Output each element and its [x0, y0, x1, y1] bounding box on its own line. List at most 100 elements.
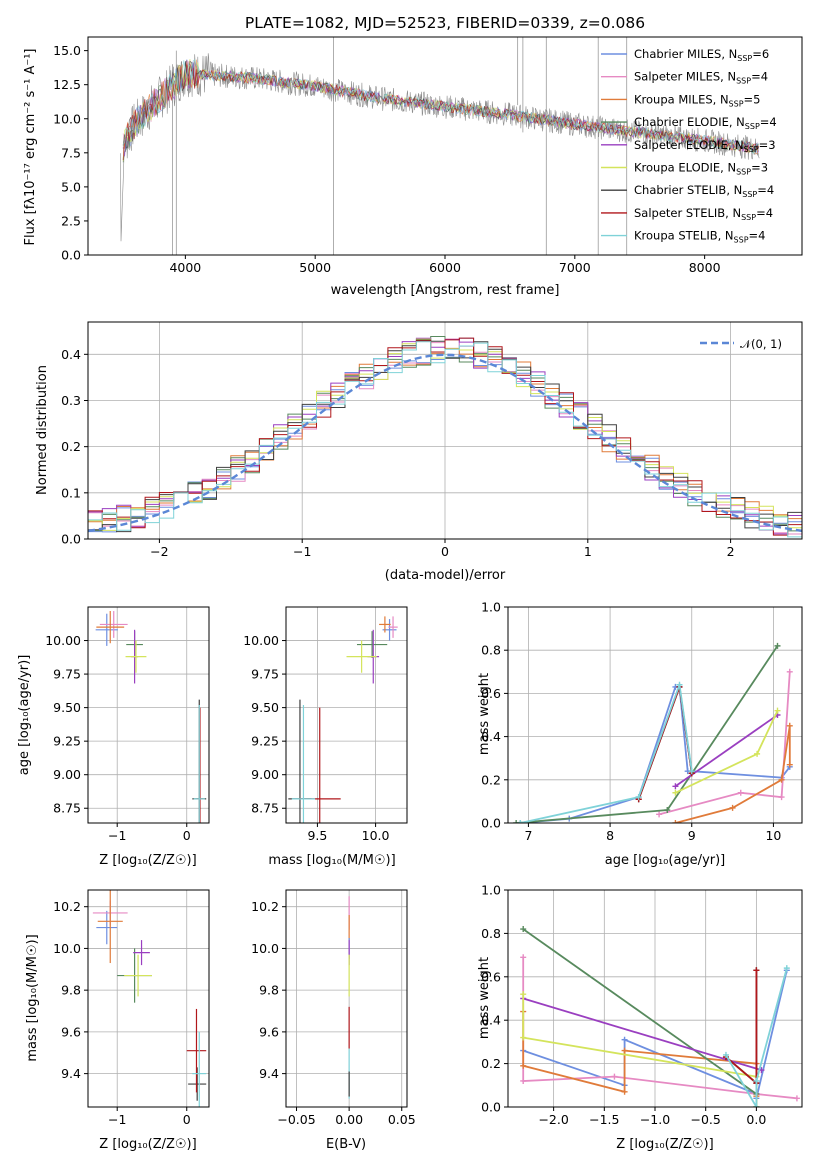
x-tick-label: −1: [108, 828, 126, 843]
residuals-ylabel: Normed distribution: [35, 365, 50, 495]
weight-point-marker: [786, 722, 793, 729]
weight-point-marker: [656, 811, 663, 818]
weight-point-marker: [664, 807, 671, 814]
plot-area: [120, 37, 760, 255]
y-tick-label: 10.00: [45, 633, 81, 648]
legend-entry: Salpeter MILES, NSSP=4: [634, 70, 768, 86]
massZ-ylabel: mass [log₁₀(M/M☉)]: [25, 934, 40, 1061]
ageZ-ylabel: age [log₁₀(age/yr)]: [17, 655, 32, 776]
weight-point-marker: [688, 768, 695, 775]
weight-point-marker: [754, 750, 761, 757]
legend-entry: Salpeter STELIB, NSSP=4: [634, 206, 773, 222]
y-tick-label: 0.0: [61, 532, 81, 547]
axes-frame: −1 0 8.75 9.00 9.25 9.50 9.75 10.00: [45, 606, 210, 843]
wZ-ylabel: mass weight: [477, 957, 492, 1039]
y-tick-label: 9.6: [61, 1024, 81, 1039]
x-tick-label: 0: [441, 544, 449, 559]
ageZ-xlabel: Z [log₁₀(Z/Z☉)]: [99, 853, 196, 868]
spectrum-plot: 4000 5000 6000 7000 8000 0.0 2.5 5.0 7.5 10.0 12.5…: [53, 36, 803, 275]
x-tick-label: 1: [584, 544, 592, 559]
x-tick-label: 7000: [559, 260, 591, 275]
axes-box: [507, 606, 803, 824]
spectrum-ylabel: Flux [fλ10⁻¹⁷ erg cm⁻² s⁻¹ A⁻¹]: [23, 49, 38, 246]
plot-area: [88, 336, 802, 538]
weight-series-line: [522, 1011, 758, 1097]
y-tick-label: 9.8: [259, 983, 279, 998]
weight-point-marker: [753, 967, 760, 974]
weight-series-line: [522, 997, 762, 1071]
weight-point-marker: [786, 668, 793, 675]
y-tick-label: 9.00: [53, 767, 81, 782]
y-tick-label: 0.0: [61, 248, 81, 263]
plot-area: [92, 890, 207, 1107]
y-tick-label: 0.6: [481, 969, 501, 984]
weight-point-marker: [621, 1036, 628, 1043]
weight-series-line: [522, 970, 788, 1099]
weight-point-marker: [722, 1051, 729, 1058]
weight-point-marker: [783, 965, 790, 972]
legend-entry: Chabrier STELIB, NSSP=4: [634, 183, 774, 199]
x-tick-label: −1.0: [640, 1112, 670, 1127]
weight-point-marker: [672, 820, 679, 823]
weight-point-marker: [621, 1088, 628, 1095]
residual-histogram: [88, 337, 802, 536]
age-vs-mass-plot: 9.5 10.0 8.75 9.00 9.25 9.50 9.75 10.00: [243, 606, 408, 843]
weight-point-marker: [786, 761, 793, 768]
y-tick-label: 0.4: [481, 1013, 501, 1028]
weight-point-marker: [621, 1047, 628, 1054]
x-tick-label: −0.5: [691, 1112, 721, 1127]
weight-point-marker: [753, 1104, 760, 1107]
y-tick-label: 10.0: [251, 941, 279, 956]
y-tick-label: 9.25: [53, 734, 81, 749]
weight-point-marker: [520, 1034, 527, 1041]
y-tick-label: 0.8: [481, 926, 501, 941]
spectrum-xlabel: wavelength [Angstrom, rest frame]: [331, 283, 560, 298]
residuals-plot: −2 −1 0 1 2 0.0 0.1 0.2 0.3 0.4 𝒩(0, 1): [61, 321, 803, 559]
weight-point-marker: [729, 804, 736, 811]
y-tick-label: 9.75: [53, 667, 81, 682]
axes-frame: −1 0 9.4 9.6 9.8 10.0 10.2: [53, 889, 210, 1127]
y-tick-label: 10.2: [251, 899, 279, 914]
residuals-panel: −2 −1 0 1 2 0.0 0.1 0.2 0.3 0.4 𝒩(0, 1) (data-mode…: [35, 321, 803, 583]
weight-point-marker: [635, 794, 642, 801]
weight-point-marker: [778, 776, 785, 783]
residuals-xlabel: (data-model)/error: [385, 568, 506, 583]
model-spectrum-line: [122, 59, 759, 154]
weight-point-marker: [793, 1095, 800, 1102]
axes-box: [87, 606, 210, 824]
plot-area: [288, 616, 398, 823]
x-tick-label: 10: [765, 828, 781, 843]
weight-point-marker: [520, 991, 527, 998]
x-tick-label: 6000: [429, 260, 461, 275]
weight-series-line: [725, 970, 758, 1086]
axes-box: [285, 606, 408, 824]
weight-series-line: [637, 686, 693, 800]
spectrum-panel: PLATE=1082, MJD=52523, FIBERID=0339, z=0…: [23, 14, 803, 298]
weight-point-marker: [778, 794, 785, 801]
x-tick-label: 8000: [689, 260, 721, 275]
y-tick-label: 9.50: [53, 700, 81, 715]
mass-vs-metallicity-plot: −1 0 9.4 9.6 9.8 10.0 10.2: [53, 889, 210, 1127]
y-tick-label: 2.5: [61, 213, 81, 228]
wAge-xlabel: age [log₁₀(age/yr)]: [605, 853, 726, 868]
x-tick-label: 5000: [299, 260, 331, 275]
y-tick-label: 9.25: [251, 734, 279, 749]
weight-vs-metallicity-plot: −2.0 −1.5 −1.0 −0.5 0.0 0.0 0.2 0.4 0.6 0.8 1.0: [481, 883, 803, 1127]
y-tick-label: 10.00: [243, 633, 279, 648]
y-tick-label: 1.0: [481, 600, 501, 615]
wZ-xlabel: Z [log₁₀(Z/Z☉)]: [616, 1137, 713, 1152]
y-tick-label: 9.75: [251, 667, 279, 682]
x-tick-label: 0: [183, 1112, 191, 1127]
x-tick-label: 0.0: [746, 1112, 766, 1127]
legend-entry: Kroupa STELIB, NSSP=4: [634, 229, 765, 245]
y-tick-label: 0.2: [481, 1056, 501, 1071]
mass-vs-reddening-plot: −0.05 0.00 0.05 9.4 9.6 9.8 10.0 10.2: [251, 889, 416, 1127]
y-tick-label: 0.6: [481, 686, 501, 701]
axes-frame: −2.0 −1.5 −1.0 −0.5 0.0 0.0 0.2 0.4 0.6 0.8 1.0: [481, 883, 803, 1127]
y-tick-label: 9.6: [259, 1024, 279, 1039]
normal-distribution-curve: [88, 353, 802, 533]
x-tick-label: −2: [150, 544, 168, 559]
x-tick-label: 2: [727, 544, 735, 559]
y-tick-label: 10.2: [53, 899, 81, 914]
